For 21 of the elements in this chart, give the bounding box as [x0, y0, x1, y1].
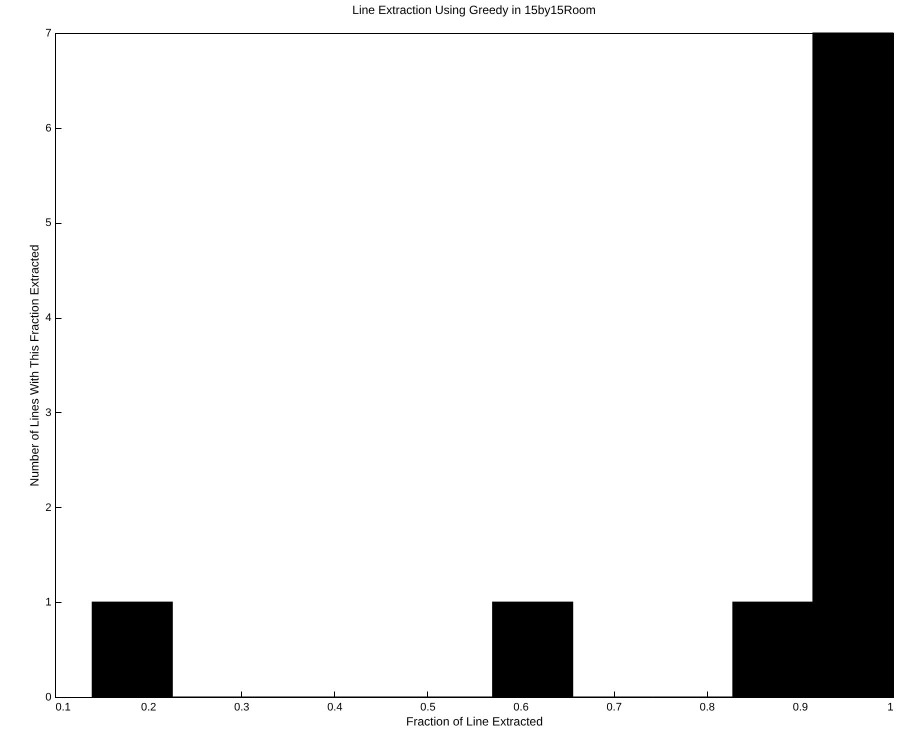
y-tick-label: 4 — [45, 312, 52, 324]
y-axis-title: Number of Lines With This Fraction Extracted — [27, 244, 42, 486]
x-tick-label: 0.8 — [700, 702, 715, 714]
y-tick-label: 3 — [45, 406, 52, 419]
x-tick-label: 0.3 — [234, 702, 250, 714]
x-tick-label: 0.7 — [606, 702, 622, 714]
y-tick-label: 0 — [45, 692, 52, 704]
y-tick-label: 6 — [45, 122, 52, 134]
x-tick-label: 0.9 — [792, 702, 808, 714]
y-tick-label: 2 — [45, 502, 52, 514]
x-tick-label: 0.4 — [327, 702, 342, 714]
x-axis-title: Fraction of Line Extracted — [406, 714, 543, 728]
x-tick-label: 0.5 — [420, 702, 436, 714]
x-tick-label: 0.6 — [513, 702, 529, 714]
chart-title: Line Extraction Using Greedy in 15by15Room — [352, 3, 596, 17]
y-tick-label: 7 — [45, 28, 52, 40]
y-tick-label: 1 — [45, 596, 52, 609]
x-tick-label: 0.1 — [56, 702, 71, 714]
x-tick-label: 0.2 — [140, 702, 156, 714]
x-tick-label: 1 — [887, 702, 894, 714]
y-tick-label: 5 — [45, 217, 52, 230]
